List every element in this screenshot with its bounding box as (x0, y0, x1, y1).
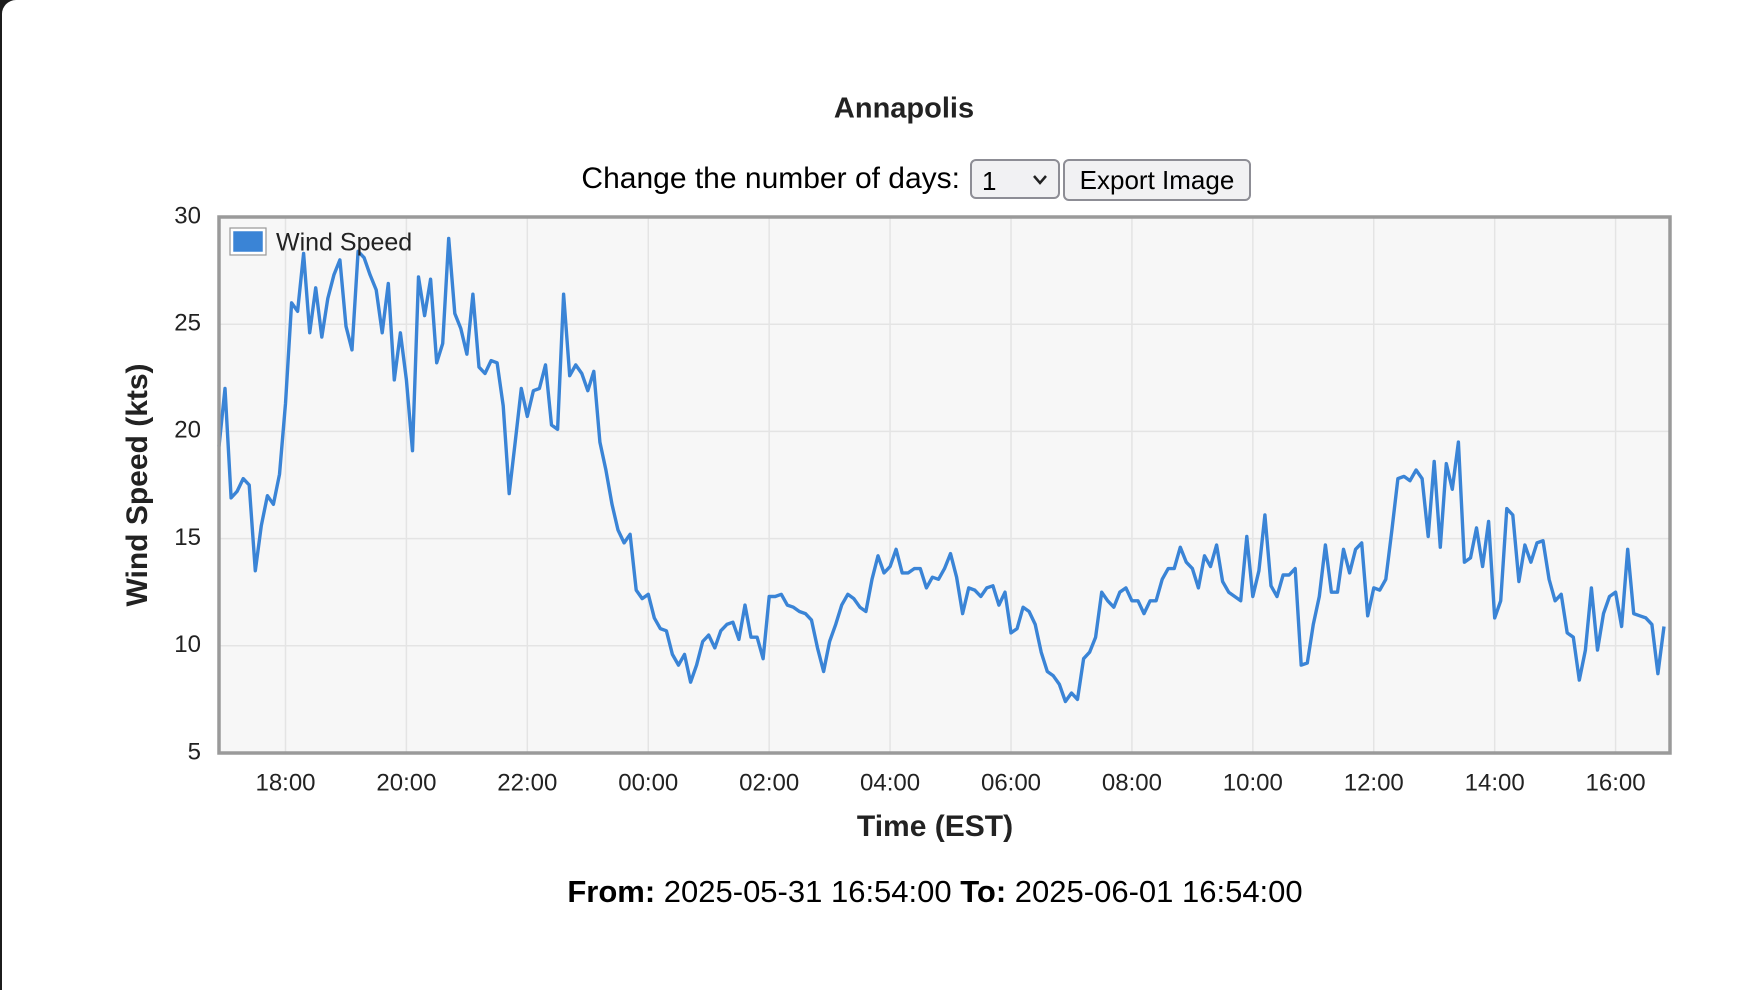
days-value: 1 (982, 166, 997, 196)
export-button[interactable]: Export Image (1063, 159, 1251, 201)
legend-label: Wind Speed (276, 229, 412, 257)
x-tick-label: 04:00 (860, 769, 920, 796)
x-tick-label: 12:00 (1344, 769, 1404, 796)
x-tick-label: 22:00 (497, 769, 557, 796)
plot-border (217, 215, 1672, 755)
x-axis-title: Time (EST) (857, 810, 1013, 843)
x-tick-label: 02:00 (739, 769, 799, 796)
x-tick-label: 00:00 (618, 769, 678, 796)
y-tick-label: 20 (174, 417, 201, 444)
x-tick-label: 18:00 (255, 769, 315, 796)
x-tick-label: 10:00 (1223, 769, 1283, 796)
y-tick-label: 5 (188, 738, 201, 765)
y-axis-title: Wind Speed (kts) (121, 363, 154, 606)
data-line (217, 236, 1666, 704)
to-date: 2025-06-01 16:54:00 (1014, 874, 1303, 909)
x-tick-label: 14:00 (1465, 769, 1525, 796)
days-label: Change the number of days: (581, 162, 960, 195)
x-tick-label: 08:00 (1102, 769, 1162, 796)
plot-area (219, 217, 1670, 753)
date-range: From: 2025-05-31 16:54:00 To: 2025-06-01… (2, 874, 1764, 910)
from-date: 2025-05-31 16:54:00 (663, 874, 952, 909)
x-tick-label: 06:00 (981, 769, 1041, 796)
days-select[interactable]: 1 (970, 159, 1060, 199)
x-tick-label: 16:00 (1586, 769, 1646, 796)
y-tick-label: 10 (174, 631, 201, 658)
legend-swatch (230, 228, 266, 255)
y-tick-label: 30 (174, 202, 201, 229)
x-tick-label: 20:00 (376, 769, 436, 796)
legend-swatch-border (229, 227, 267, 256)
to-label: To: (960, 874, 1007, 909)
chevron (1033, 175, 1047, 185)
y-tick-label: 15 (174, 524, 201, 551)
y-tick-label: 25 (174, 310, 201, 337)
from-label: From: (567, 874, 656, 909)
chart-title: Annapolis (834, 93, 974, 125)
